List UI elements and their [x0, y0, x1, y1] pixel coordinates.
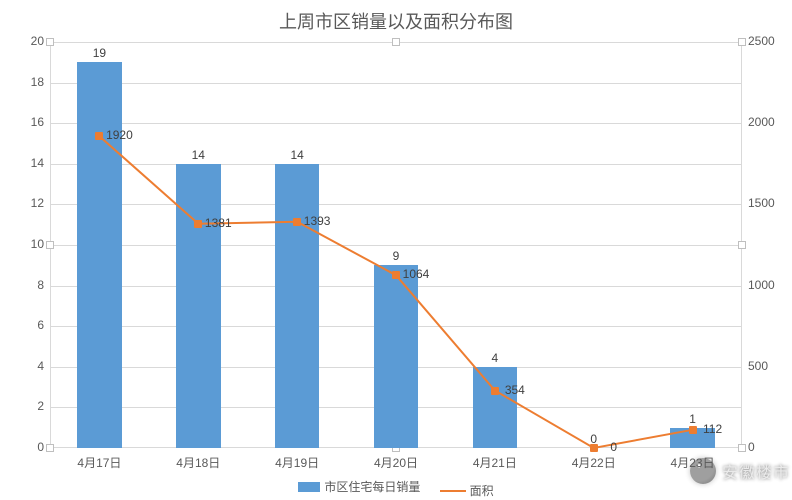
legend: 市区住宅每日销量 面积: [0, 478, 792, 499]
ytick-left: 4: [37, 359, 44, 373]
legend-label-bar: 市区住宅每日销量: [324, 478, 420, 495]
line-marker: [95, 132, 103, 140]
ytick-right: 1000: [748, 278, 775, 292]
ytick-right: 500: [748, 359, 768, 373]
ytick-right: 2000: [748, 115, 775, 129]
x-category-label: 4月17日: [77, 454, 121, 471]
ytick-left: 16: [31, 115, 44, 129]
line-series: [50, 42, 742, 448]
legend-swatch-bar: [298, 482, 320, 492]
line-value-label: 1064: [403, 267, 430, 281]
x-category-label: 4月23日: [671, 454, 715, 471]
legend-label-line: 面积: [470, 482, 494, 499]
ytick-left: 2: [37, 399, 44, 413]
line-marker: [293, 218, 301, 226]
ytick-left: 10: [31, 237, 44, 251]
line-value-label: 354: [505, 383, 525, 397]
ytick-left: 14: [31, 156, 44, 170]
chart-title: 上周市区销量以及面积分布图: [0, 8, 792, 34]
ytick-right: 2500: [748, 34, 775, 48]
ytick-right: 1500: [748, 196, 775, 210]
line-value-label: 1393: [304, 214, 331, 228]
ytick-left: 8: [37, 278, 44, 292]
x-category-label: 4月18日: [176, 454, 220, 471]
watermark-text: 安徽楼市: [722, 459, 790, 483]
ytick-left: 18: [31, 75, 44, 89]
ytick-left: 6: [37, 318, 44, 332]
x-category-label: 4月21日: [473, 454, 517, 471]
line-marker: [689, 426, 697, 434]
line-marker: [392, 271, 400, 279]
line-marker: [194, 220, 202, 228]
line-marker: [491, 387, 499, 395]
line-value-label: 0: [610, 440, 617, 454]
ytick-left: 12: [31, 196, 44, 210]
line-value-label: 1920: [106, 128, 133, 142]
legend-swatch-line: [440, 490, 466, 492]
legend-item-bar: 市区住宅每日销量: [298, 478, 420, 495]
line-value-label: 112: [703, 422, 722, 436]
x-category-label: 4月19日: [275, 454, 319, 471]
legend-item-line: 面积: [440, 482, 494, 499]
ytick-left: 20: [31, 34, 44, 48]
chart-container: 上周市区销量以及面积分布图 市区住宅每日销量 面积 安徽楼市 0 2 4 6 8 10 12…: [0, 0, 792, 500]
ytick-right: 0: [748, 440, 755, 454]
x-category-label: 4月22日: [572, 454, 616, 471]
ytick-left: 0: [37, 440, 44, 454]
line-marker: [590, 444, 598, 452]
line-value-label: 1381: [205, 216, 232, 230]
x-category-label: 4月20日: [374, 454, 418, 471]
